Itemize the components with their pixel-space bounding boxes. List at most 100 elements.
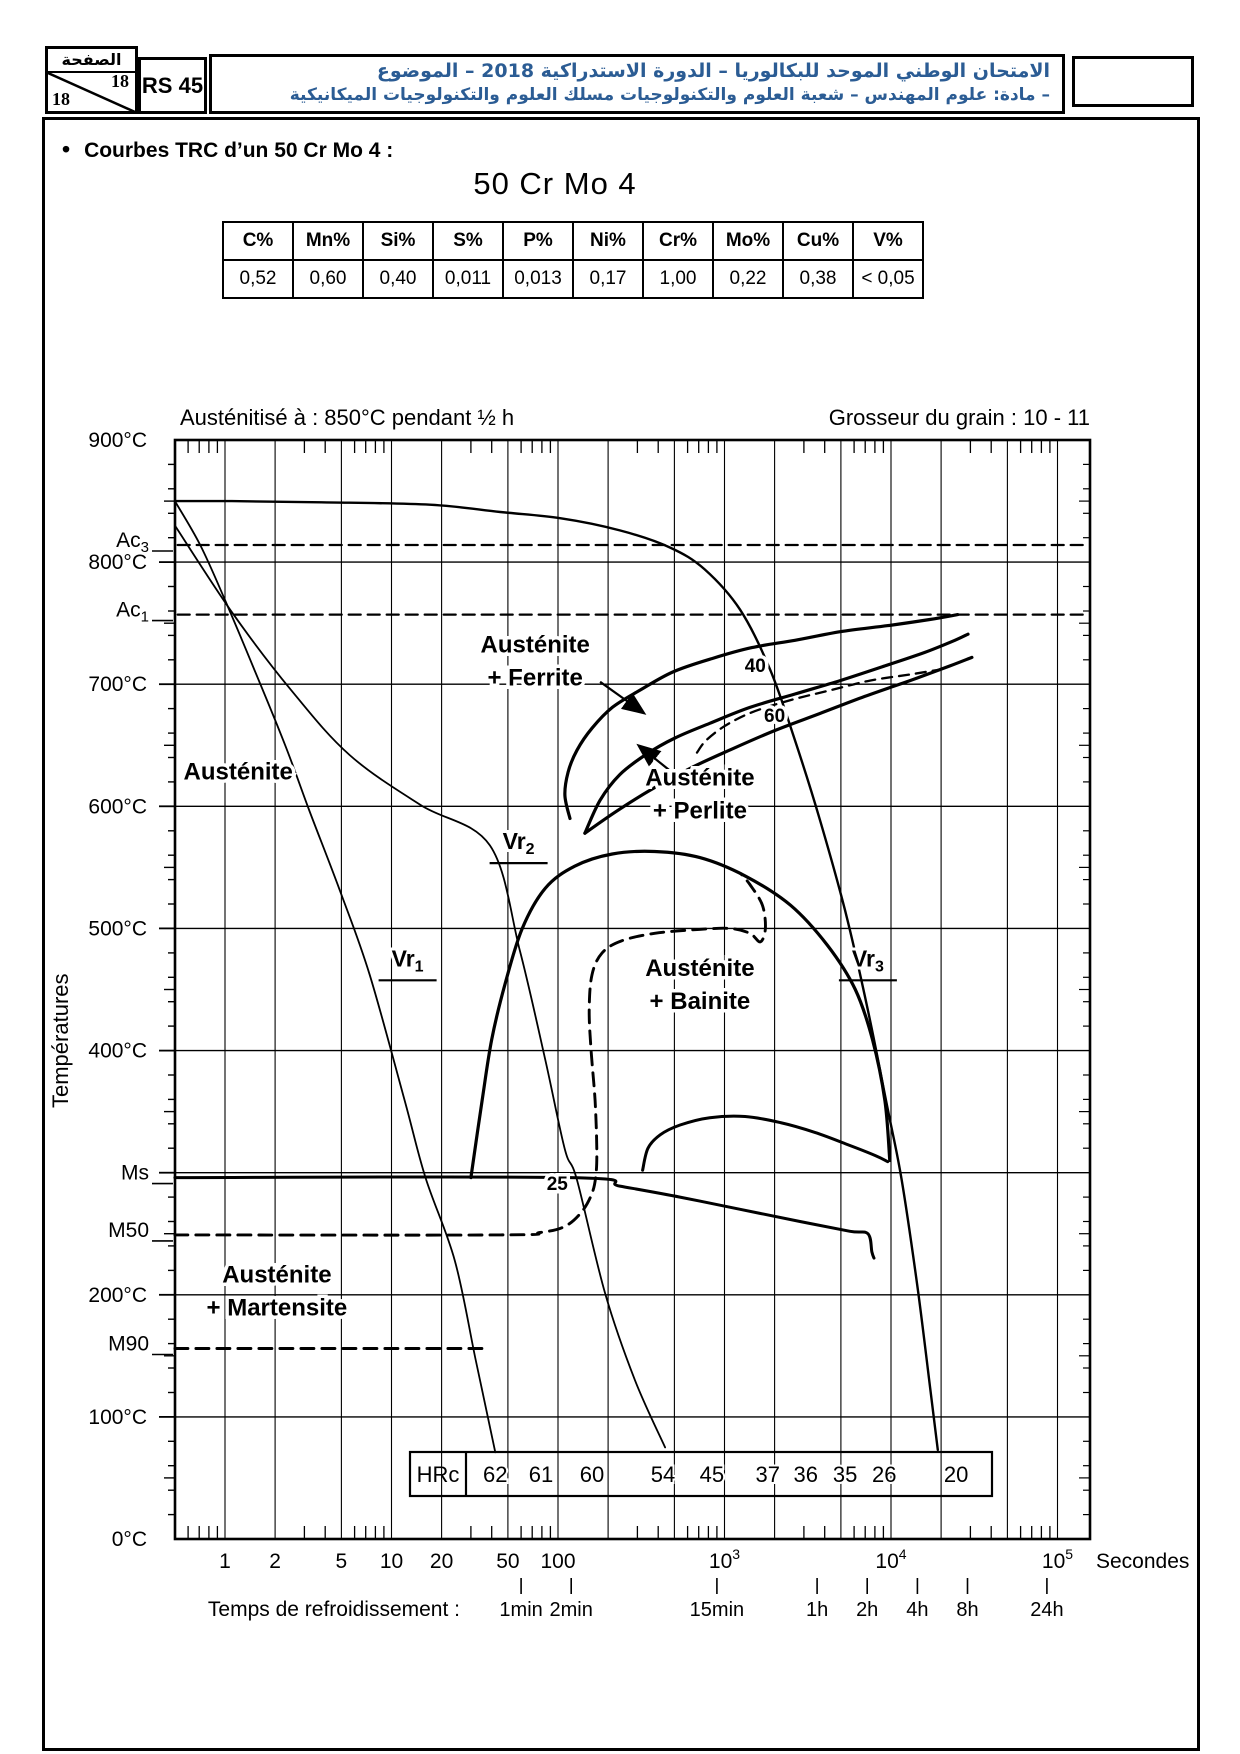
curve-pearlite-end (583, 655, 974, 835)
composition-value: < 0,05 (852, 259, 924, 299)
bullet-icon: • (62, 136, 71, 162)
y-tick-label: 200°C (88, 1284, 147, 1307)
composition-header: Si% (362, 221, 434, 261)
hrc-value: 60 (580, 1462, 604, 1487)
hrc-value: 54 (651, 1462, 675, 1487)
composition-value: 0,013 (502, 259, 574, 299)
curve-bainite-start (469, 849, 892, 1180)
time-tick-label: 2min (550, 1599, 593, 1621)
time-tick-label: 2h (856, 1599, 878, 1621)
composition-header: Cu% (782, 221, 854, 261)
label-Vr3: Vr3 (852, 945, 884, 975)
x-tick-label: 2 (269, 1550, 281, 1573)
label-austenite-bainite: + Bainite (650, 988, 751, 1015)
time-tick-label: 8h (956, 1599, 978, 1621)
label-austenite-perlite: Austénite (645, 765, 754, 792)
hrc-value: 36 (794, 1462, 818, 1487)
phase-labels: Austénite Austénite + Ferrite Austénite + Pe… (180, 628, 897, 1325)
time-tick-label: 24h (1030, 1599, 1063, 1621)
marker-label-Ms: Ms (121, 1162, 149, 1185)
x-axis-unit: Secondes (1096, 1550, 1189, 1573)
x-tick-label: 5 (336, 1550, 348, 1573)
x-axis-labels: 1 2 5 10 20 50 100 103 104 105 Secondes Temps de re… (208, 1546, 1190, 1621)
curve-pearlite-start (583, 632, 970, 835)
marker-label-Ac3: Ac3 (116, 529, 149, 556)
x-tick-label: 100 (540, 1550, 575, 1573)
label-arrow (636, 743, 679, 778)
composition-header: V% (852, 221, 924, 261)
composition-header: S% (432, 221, 504, 261)
exam-code: RS 45 (141, 72, 204, 98)
hrc-value: 26 (872, 1462, 896, 1487)
composition-value: 0,52 (222, 259, 294, 299)
y-axis-labels: 900°C 800°C 700°C 600°C 500°C 400°C 200°C 100°C… (48, 429, 173, 1551)
label-Vr1: Vr1 (392, 945, 424, 975)
page-box-title: الصفحة (48, 49, 135, 73)
y-tick-label: 800°C (88, 551, 147, 574)
label-austenite-perlite: + Perlite (653, 798, 747, 825)
exam-code-box: RS 45 (138, 57, 207, 114)
y-tick-label: 900°C (88, 429, 147, 452)
exam-title-box: الامتحان الوطني الموحد للبكالوريا – الدو… (209, 54, 1065, 114)
composition-value-row: 0,52 0,60 0,40 0,011 0,013 0,17 1,00 0,22 0,38 < … (222, 259, 924, 299)
section-title: • Courbes TRC d’un 50 Cr Mo 4 : (62, 136, 393, 163)
page-box-diagonal-cell: 18 18 (48, 71, 135, 112)
label-pct-60: 60 (764, 706, 785, 727)
content-border (42, 117, 1200, 1751)
x-tick-label: 104 (875, 1546, 906, 1573)
curve-ms-line (173, 1175, 876, 1260)
page-number-total: 18 (111, 71, 129, 91)
composition-value: 0,40 (362, 259, 434, 299)
hrc-value: 61 (529, 1462, 553, 1487)
y-tick-label: 600°C (88, 795, 147, 818)
x-tick-label: 103 (709, 1546, 740, 1573)
time-tick-label: 1h (806, 1599, 828, 1621)
exam-title-line1: الامتحان الوطني الموحد للبكالوريا – الدو… (376, 60, 1050, 82)
grain-size-note: Grosseur du grain : 10 - 11 (828, 405, 1090, 430)
time-tick-label: 15min (690, 1599, 744, 1621)
hrc-value: 45 (700, 1462, 724, 1487)
x-tick-label: 20 (430, 1550, 453, 1573)
label-arrow (599, 680, 647, 715)
label-Vr2: Vr2 (503, 828, 535, 858)
section-title-text: Courbes TRC d’un 50 Cr Mo 4 : (84, 139, 394, 162)
hrc-value: 37 (756, 1462, 780, 1487)
composition-header-row: C% Mn% Si% S% P% Ni% Cr% Mo% Cu% V% (222, 221, 924, 261)
composition-header: Ni% (572, 221, 644, 261)
page-number-current: 18 (52, 89, 70, 109)
time-tick-label: 1min (499, 1599, 542, 1621)
x-tick-label: 1 (219, 1550, 231, 1573)
gridlines (175, 440, 1090, 1539)
x-minor-ticks (187, 440, 1051, 1539)
y-minor-ticks (159, 463, 1090, 1516)
marker-label-Ac1: Ac1 (116, 599, 149, 626)
composition-value: 0,22 (712, 259, 784, 299)
curves (173, 499, 1086, 1454)
composition-value: 1,00 (642, 259, 714, 299)
curve-vr2 (174, 524, 666, 1449)
y-tick-label: 100°C (88, 1406, 147, 1429)
y-tick-label: 500°C (88, 917, 147, 940)
composition-value: 0,60 (292, 259, 364, 299)
curve-vr1 (174, 500, 497, 1454)
label-austenite-martensite: Austénite (222, 1262, 331, 1289)
x-tick-label: 105 (1042, 1546, 1073, 1573)
x-tick-label: 50 (496, 1550, 519, 1573)
exam-title-line2: – مادة: علوم المهندس – شعبة العلوم والتك… (289, 85, 1050, 105)
austenitization-note: Austénitisé à : 850°C pendant ½ h (180, 405, 515, 430)
steel-grade-title: 50 Cr Mo 4 (473, 166, 637, 201)
composition-header: C% (222, 221, 294, 261)
time-tick-label: 4h (906, 1599, 928, 1621)
reserved-box (1072, 56, 1194, 107)
composition-header: P% (502, 221, 574, 261)
y-tick-label: 400°C (88, 1040, 147, 1063)
curve-m50-line (173, 872, 767, 1237)
curve-bainite-inner (641, 1114, 890, 1172)
composition-header: Mo% (712, 221, 784, 261)
label-austenite-ferrite: Austénite (481, 632, 590, 659)
label-austenite-bainite: Austénite (645, 955, 754, 982)
annotation-arrows (599, 680, 679, 778)
y-tick-label: 700°C (88, 673, 147, 696)
diagonal-line (48, 73, 135, 112)
curve-pearlite-mid (695, 668, 942, 754)
